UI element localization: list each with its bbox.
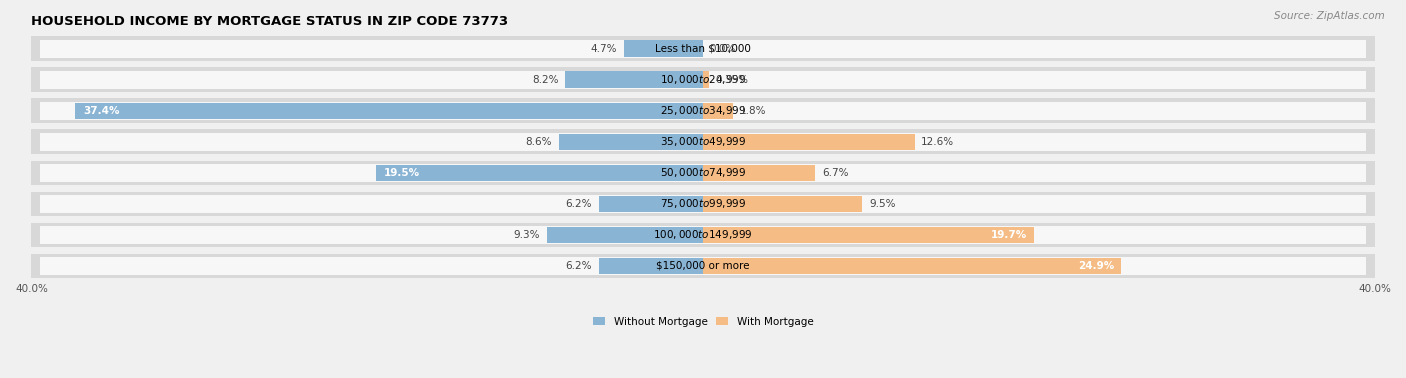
Bar: [599, 258, 703, 274]
Text: 19.5%: 19.5%: [384, 168, 420, 178]
Bar: [31, 130, 1375, 154]
Text: $50,000 to $74,999: $50,000 to $74,999: [659, 166, 747, 180]
Bar: [565, 71, 703, 88]
Bar: [31, 67, 1375, 92]
Bar: [703, 133, 914, 150]
Bar: [624, 40, 703, 57]
Bar: [703, 258, 1121, 274]
Bar: [558, 133, 703, 150]
Text: 4.7%: 4.7%: [591, 44, 617, 54]
Legend: Without Mortgage, With Mortgage: Without Mortgage, With Mortgage: [589, 313, 817, 331]
Bar: [39, 164, 1367, 182]
Text: $10,000 to $24,999: $10,000 to $24,999: [659, 73, 747, 86]
Text: $25,000 to $34,999: $25,000 to $34,999: [659, 104, 747, 118]
Text: 19.7%: 19.7%: [991, 230, 1026, 240]
Bar: [39, 71, 1367, 89]
Bar: [703, 226, 1033, 243]
Bar: [599, 195, 703, 212]
Text: $150,000 or more: $150,000 or more: [657, 261, 749, 271]
Text: 9.5%: 9.5%: [869, 199, 896, 209]
Text: 0.35%: 0.35%: [716, 75, 748, 85]
Text: 24.9%: 24.9%: [1078, 261, 1115, 271]
Bar: [31, 161, 1375, 185]
Bar: [31, 99, 1375, 123]
Text: 1.8%: 1.8%: [740, 106, 766, 116]
Bar: [39, 40, 1367, 58]
Bar: [39, 133, 1367, 151]
Text: $100,000 to $149,999: $100,000 to $149,999: [654, 228, 752, 242]
Text: Source: ZipAtlas.com: Source: ZipAtlas.com: [1274, 11, 1385, 21]
Text: 6.2%: 6.2%: [565, 261, 592, 271]
Bar: [703, 195, 862, 212]
Bar: [39, 102, 1367, 120]
Bar: [31, 223, 1375, 247]
Text: $75,000 to $99,999: $75,000 to $99,999: [659, 197, 747, 211]
Text: 6.2%: 6.2%: [565, 199, 592, 209]
Text: Less than $10,000: Less than $10,000: [655, 44, 751, 54]
Bar: [39, 226, 1367, 244]
Bar: [39, 195, 1367, 213]
Bar: [31, 36, 1375, 61]
Text: 37.4%: 37.4%: [83, 106, 120, 116]
Text: 6.7%: 6.7%: [823, 168, 849, 178]
Bar: [39, 257, 1367, 275]
Text: 8.6%: 8.6%: [526, 137, 553, 147]
Text: 9.3%: 9.3%: [513, 230, 540, 240]
Bar: [31, 254, 1375, 278]
Bar: [375, 164, 703, 181]
Bar: [703, 71, 709, 88]
Bar: [703, 102, 733, 119]
Text: 12.6%: 12.6%: [921, 137, 955, 147]
Bar: [547, 226, 703, 243]
Text: $35,000 to $49,999: $35,000 to $49,999: [659, 135, 747, 149]
Bar: [703, 164, 815, 181]
Text: 8.2%: 8.2%: [531, 75, 558, 85]
Bar: [31, 192, 1375, 216]
Text: HOUSEHOLD INCOME BY MORTGAGE STATUS IN ZIP CODE 73773: HOUSEHOLD INCOME BY MORTGAGE STATUS IN Z…: [31, 15, 509, 28]
Text: 0.0%: 0.0%: [710, 44, 735, 54]
Bar: [75, 102, 703, 119]
